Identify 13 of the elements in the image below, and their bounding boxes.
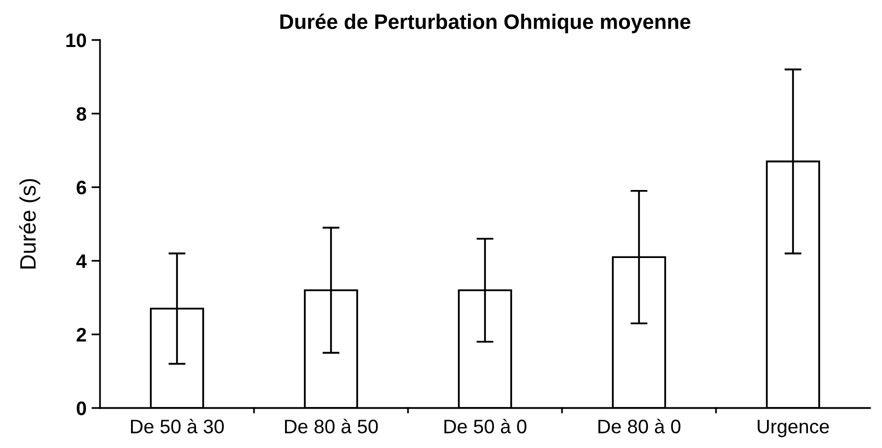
y-tick-label: 8 [76, 107, 86, 121]
x-tick-label: De 80 à 0 [598, 418, 680, 434]
y-tick-label: 10 [66, 33, 86, 48]
y-tick-label: 6 [76, 180, 86, 194]
y-tick-label: 4 [76, 254, 87, 268]
x-tick-label: Urgence [758, 420, 829, 438]
chart-title: Durée de Perturbation Ohmique moyenne [280, 14, 690, 34]
x-tick-label: De 50 à 30 [131, 418, 224, 434]
y-tick-label: 2 [76, 328, 86, 342]
x-tick-label: De 80 à 50 [285, 418, 378, 434]
y-tick-label: 0 [76, 401, 86, 416]
x-tick-label: De 50 à 0 [444, 418, 526, 434]
y-axis-title: Durée (s) [19, 179, 40, 268]
